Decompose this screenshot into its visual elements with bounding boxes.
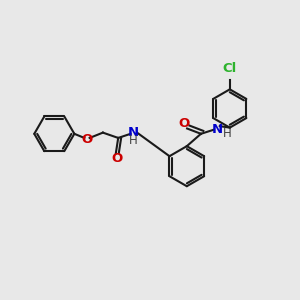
Text: N: N [212,123,223,136]
Text: H: H [128,134,137,147]
Text: N: N [128,126,139,139]
Text: O: O [178,117,190,130]
Text: Cl: Cl [223,61,237,75]
Text: O: O [112,152,123,165]
Text: O: O [81,133,92,146]
Text: H: H [223,127,231,140]
